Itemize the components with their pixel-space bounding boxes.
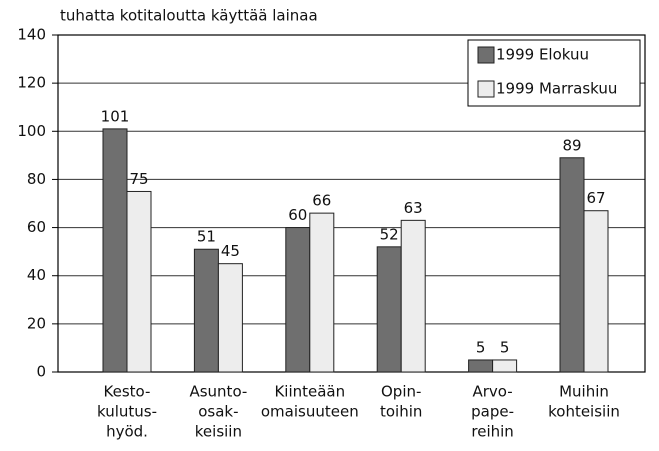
legend-box xyxy=(467,39,641,107)
legend-label: 1999 Elokuu xyxy=(496,46,589,64)
bar xyxy=(583,210,609,373)
x-tick-label: Muihin xyxy=(559,383,609,401)
x-tick-label: hyöd. xyxy=(106,423,148,441)
y-tick-label: 140 xyxy=(17,26,46,44)
value-label: 101 xyxy=(101,107,130,125)
y-tick-label: 60 xyxy=(27,218,46,236)
value-label: 89 xyxy=(562,136,581,154)
value-label: 45 xyxy=(221,242,240,260)
x-tick-label: Arvo- xyxy=(473,383,513,401)
value-label: 63 xyxy=(404,199,423,217)
legend-label: 1999 Marraskuu xyxy=(496,80,617,98)
legend-swatch xyxy=(477,80,495,98)
value-label: 5 xyxy=(476,338,486,356)
value-label: 60 xyxy=(288,206,307,224)
x-tick-label: pape- xyxy=(471,403,514,421)
bar xyxy=(285,227,311,373)
bar xyxy=(126,190,152,373)
bar xyxy=(492,359,518,373)
bar xyxy=(217,263,243,373)
bar xyxy=(309,212,335,373)
x-tick-label: kulutus- xyxy=(97,403,157,421)
x-tick-label: Opin- xyxy=(381,383,421,401)
bar xyxy=(193,248,219,373)
x-tick-label: kohteisiin xyxy=(548,403,620,421)
x-tick-label: Asunto- xyxy=(189,383,247,401)
x-tick-label: reihin xyxy=(471,423,513,441)
y-tick-label: 40 xyxy=(27,266,46,284)
y-tick-label: 100 xyxy=(17,122,46,140)
y-tick-label: 0 xyxy=(36,363,46,381)
value-label: 66 xyxy=(312,192,331,210)
bar xyxy=(102,128,128,373)
y-tick-label: 20 xyxy=(27,314,46,332)
x-tick-label: keisiin xyxy=(195,423,242,441)
x-tick-label: Kiinteään xyxy=(274,383,345,401)
bar xyxy=(468,359,494,373)
value-label: 52 xyxy=(380,225,399,243)
value-label: 67 xyxy=(586,189,605,207)
value-label: 51 xyxy=(197,228,216,246)
x-tick-label: Kesto- xyxy=(104,383,151,401)
bar xyxy=(400,219,426,373)
x-tick-label: toihin xyxy=(380,403,422,421)
value-label: 5 xyxy=(500,338,510,356)
x-tick-label: omaisuuteen xyxy=(261,403,359,421)
x-tick-label: osak- xyxy=(198,403,238,421)
value-label: 75 xyxy=(129,170,148,188)
y-tick-label: 80 xyxy=(27,170,46,188)
y-axis-label: tuhatta kotitaloutta käyttää lainaa xyxy=(60,7,318,25)
bar xyxy=(376,246,402,373)
legend-swatch xyxy=(477,46,495,64)
plot-frame xyxy=(57,34,646,373)
y-tick-label: 120 xyxy=(17,74,46,92)
bar xyxy=(559,157,585,373)
